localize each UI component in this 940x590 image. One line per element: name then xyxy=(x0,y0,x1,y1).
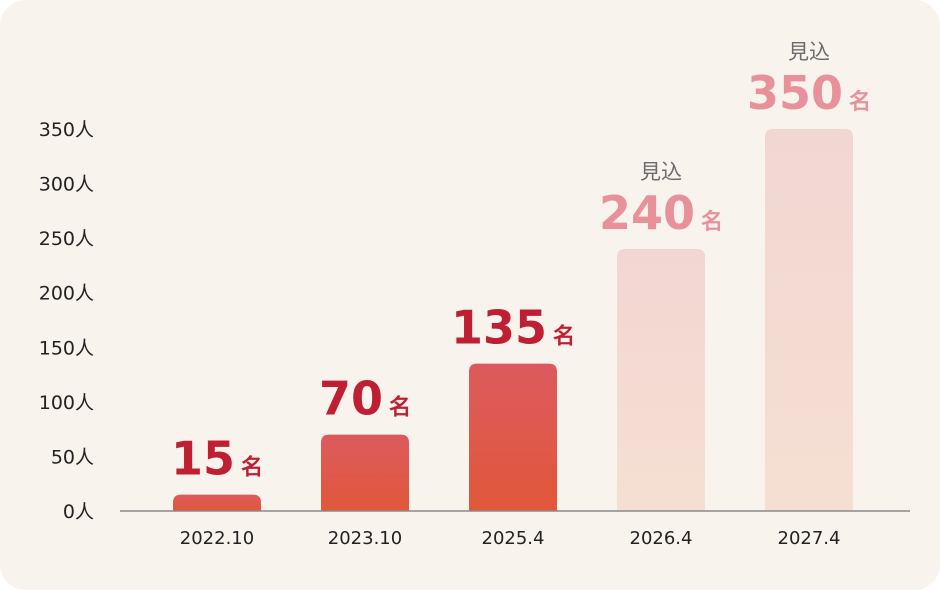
y-tick-label: 100人 xyxy=(39,392,94,414)
bar xyxy=(469,363,557,511)
data-label: 240 名 xyxy=(599,186,723,240)
bar xyxy=(321,434,409,511)
x-tick-label: 2025.4 xyxy=(482,528,545,549)
data-label: 350 名 xyxy=(747,66,871,120)
data-label: 15 名 xyxy=(171,432,263,486)
x-tick-label: 2027.4 xyxy=(778,528,841,549)
projection-note: 見込 xyxy=(788,40,830,64)
y-tick-label: 150人 xyxy=(39,337,94,359)
x-tick-label: 2022.10 xyxy=(180,528,254,549)
y-tick-label: 250人 xyxy=(39,228,94,250)
projection-note: 見込 xyxy=(640,160,682,184)
bar xyxy=(173,494,261,511)
bars xyxy=(173,129,853,512)
x-axis: 2022.10 2023.10 2025.4 2026.4 2027.4 xyxy=(180,528,841,549)
y-tick-label: 50人 xyxy=(51,446,94,468)
y-tick-label: 0人 xyxy=(63,501,94,523)
projected-bar xyxy=(617,249,705,512)
y-tick-label: 200人 xyxy=(39,283,94,305)
projected-bar xyxy=(765,129,853,511)
y-tick-label: 300人 xyxy=(39,174,94,196)
data-label: 70 名 xyxy=(319,372,411,426)
x-tick-label: 2026.4 xyxy=(630,528,693,549)
data-label: 135 名 xyxy=(451,301,575,355)
y-tick-label: 350人 xyxy=(39,119,94,141)
x-tick-label: 2023.10 xyxy=(328,528,402,549)
y-axis: 0人 50人 100人 150人 200人 250人 300人 350人 xyxy=(39,119,94,523)
